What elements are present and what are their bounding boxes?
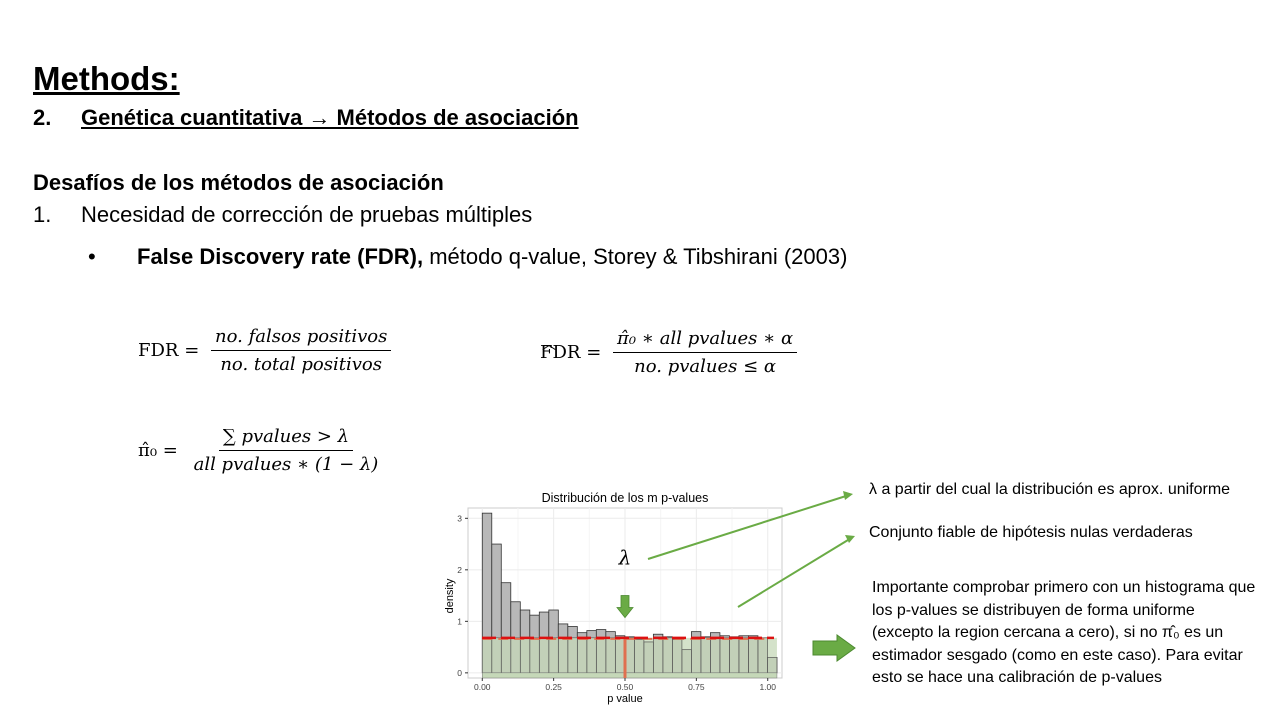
pi0-lhs: π̂₀ = [138,440,178,461]
lambda-annotation: λ a partir del cual la distribución es a… [869,481,1231,498]
x-tick-label: 0.50 [617,682,634,692]
y-tick-label: 3 [457,513,462,523]
chart-title: Distribución de los m p-values [542,491,709,505]
x-tick-label: 1.00 [759,682,776,692]
chart-ylabel: density [444,578,456,613]
pi0-formula: π̂₀ = ∑ pvalues > λ all pvalues ∗ (1 − λ… [138,426,382,475]
baseline-strip [482,672,778,679]
fdr-formula: FDR = no. falsos positivos no. total pos… [138,326,392,375]
uniform-region [482,637,777,673]
fdr-hat-numerator: π̂₀ ∗ all pvalues ∗ α [613,328,798,353]
fdr-numerator: no. falsos positivos [211,326,392,351]
subtitle-number: 2. [33,105,52,130]
fdr-lhs: FDR = [138,340,200,361]
y-tick-label: 2 [457,565,462,575]
pi0-denominator: all pvalues ∗ (1 − λ) [193,454,379,475]
histogram-figure: Distribución de los m p-values p value d… [440,486,785,706]
fdr-fraction: no. falsos positivos no. total positivos [211,326,392,375]
fdr-hat-denominator: no. pvalues ≤ α [634,356,777,377]
null-hypotheses-annotation: Conjunto fiable de hipótesis nulas verda… [869,524,1193,541]
list-text: Necesidad de corrección de pruebas múlti… [81,202,533,227]
subtitle-text: Genética cuantitativa → Métodos de asoci… [81,105,579,130]
lambda-pointer-head [843,491,853,500]
y-tick-label: 1 [457,616,462,626]
slide-title: Methods: [33,60,180,97]
fdr-hat-lhs: ︿ FDR = [540,337,602,363]
null-pointer-head [845,535,855,543]
down-arrow-icon [616,595,634,619]
list-number: 1. [33,202,52,227]
important-annotation: Importante comprobar primero con un hist… [872,579,1256,686]
y-tick-label: 0 [457,668,462,678]
fdr-hat-formula: ︿ FDR = π̂₀ ∗ all pvalues ∗ α no. pvalue… [540,328,798,377]
pi0-numerator: ∑ pvalues > λ [218,426,354,451]
chart-xlabel: p value [607,693,642,705]
lambda-label: λ [618,546,632,570]
bullet-item: • False Discovery rate (FDR), método q-va… [88,244,847,270]
list-item: 1. Necesidad de corrección de pruebas múl… [33,202,532,228]
bullet-symbol: • [88,244,96,269]
subtitle: 2. Genética cuantitativa → Métodos de aso… [33,105,579,131]
section-heading: Desafíos de los métodos de asociación [33,170,444,195]
histogram-chart: Distribución de los m p-values p value d… [444,491,783,705]
fdr-hat-fraction: π̂₀ ∗ all pvalues ∗ α no. pvalues ≤ α [613,328,798,377]
bullet-bold-text: False Discovery rate (FDR), [137,244,424,269]
x-tick-label: 0.00 [474,682,491,692]
bullet-rest-text: método q-value, Storey & Tibshirani (200… [423,244,848,269]
x-tick-label: 0.25 [545,682,562,692]
hat-symbol: ︿ [542,337,556,353]
x-tick-label: 0.75 [688,682,705,692]
fdr-denominator: no. total positivos [220,354,383,375]
fdr-hat-lhs-text: FDR = [540,342,602,363]
right-arrow-icon [812,634,856,662]
null-pointer-line [737,539,849,608]
lambda-pointer-line [647,495,847,560]
pi0-fraction: ∑ pvalues > λ all pvalues ∗ (1 − λ) [190,426,383,475]
